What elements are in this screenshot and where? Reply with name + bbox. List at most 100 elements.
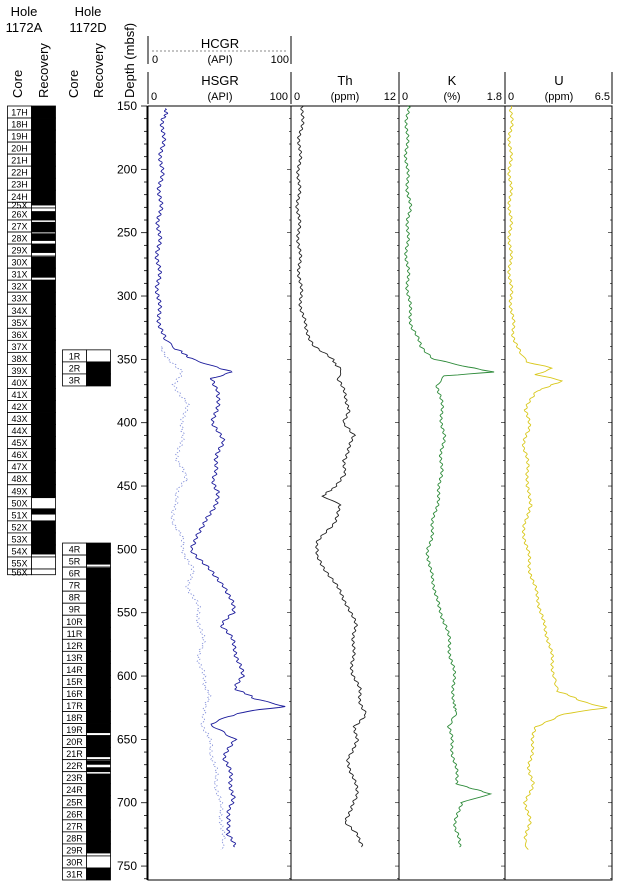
core-label: 33X <box>11 294 27 304</box>
hole-1172d-core-label: Core <box>66 70 81 98</box>
recovery-bar <box>86 373 111 386</box>
recovery-bar <box>31 211 56 221</box>
core-label: 46X <box>11 450 27 460</box>
core-label: 29X <box>11 246 27 256</box>
core-label: 22H <box>11 168 28 178</box>
recovery-box <box>31 496 56 510</box>
core-label: 28R <box>66 833 83 843</box>
hole-1172a-recovery-label: Recovery <box>36 43 51 98</box>
track-frame <box>398 105 506 881</box>
log-tracks <box>147 105 613 881</box>
recovery-bar <box>86 555 111 565</box>
depth-axis-label: Depth (mbsf) <box>122 23 137 98</box>
depth-tick-label: 200 <box>117 162 137 176</box>
core-label: 52X <box>11 522 27 532</box>
th-track-title: Th <box>337 73 352 88</box>
core-label: 29R <box>66 845 83 855</box>
recovery-bar <box>31 233 56 241</box>
core-label: 40X <box>11 378 27 388</box>
recovery-bar <box>31 544 56 555</box>
core-label: 23R <box>66 773 83 783</box>
track-frame <box>147 105 292 881</box>
core-label: 17R <box>66 701 83 711</box>
core-label: 44X <box>11 426 27 436</box>
recovery-box <box>86 855 111 869</box>
core-label: 41X <box>11 390 27 400</box>
th-min-label: 0 <box>294 91 300 103</box>
recovery-bar <box>86 819 111 832</box>
hcgr-unit-label: (API) <box>207 54 232 66</box>
core-label: 48X <box>11 474 27 484</box>
core-label: 3R <box>69 375 81 385</box>
depth-tick-label: 300 <box>117 289 137 303</box>
core-label: 55X <box>11 558 27 568</box>
recovery-bar <box>31 280 56 293</box>
core-label: 56X <box>11 567 27 577</box>
core-label: 30X <box>11 258 27 268</box>
recovery-bar <box>31 142 56 155</box>
recovery-box <box>31 568 56 576</box>
core-label: 38X <box>11 354 27 364</box>
recovery-bar <box>31 400 56 413</box>
k-min-label: 0 <box>402 91 408 103</box>
core-label: 32X <box>11 282 27 292</box>
recovery-bar <box>86 831 111 844</box>
core-label: 7R <box>69 581 81 591</box>
core-label: 31R <box>66 869 83 879</box>
recovery-bar <box>86 603 111 616</box>
core-label: 30R <box>66 857 83 867</box>
core-label: 21H <box>11 156 28 166</box>
core-label: 13R <box>66 653 83 663</box>
recovery-bar <box>31 448 56 461</box>
track-u <box>504 105 613 881</box>
recovery-bar <box>31 472 56 485</box>
depth-tick-label: 400 <box>117 416 137 430</box>
k-max-label: 1.8 <box>487 91 502 103</box>
core-label: 34X <box>11 306 27 316</box>
core-label: 10R <box>66 617 83 627</box>
recovery-bar <box>31 484 56 497</box>
core-label: 26R <box>66 809 83 819</box>
recovery-bar <box>86 543 111 556</box>
core-label: 19H <box>11 132 28 142</box>
recovery-bar <box>86 711 111 724</box>
depth-tick-label: 450 <box>117 479 137 493</box>
recovery-bar <box>86 747 111 758</box>
recovery-bar <box>31 244 56 253</box>
track-header-k: K 0 (%) 1.8 <box>398 72 502 104</box>
track-th <box>290 105 400 881</box>
recovery-bar <box>31 304 56 317</box>
core-label: 8R <box>69 593 81 603</box>
recovery-bar <box>86 361 111 374</box>
track-headers: HSGR 0 (API) 100 Th 0 (ppm) 12 K 0 (%) 1… <box>147 72 613 104</box>
core-label: 27R <box>66 821 83 831</box>
core-label: 39X <box>11 366 27 376</box>
core-label: 12R <box>66 641 83 651</box>
recovery-box <box>86 349 111 363</box>
th-max-label: 12 <box>384 91 396 103</box>
depth-tick-label: 700 <box>117 796 137 810</box>
series-th <box>295 105 367 848</box>
th-unit-label: (ppm) <box>331 91 360 103</box>
recovery-bar <box>86 723 111 734</box>
recovery-bar <box>31 328 56 341</box>
core-label: 24H <box>11 192 28 202</box>
core-label: 43X <box>11 414 27 424</box>
core-label: 49X <box>11 486 27 496</box>
hole-1172d-title-line1: Hole <box>75 4 102 19</box>
recovery-bar <box>31 190 56 203</box>
core-label: 18R <box>66 713 83 723</box>
recovery-bar <box>31 388 56 401</box>
core-label: 1R <box>69 351 81 361</box>
core-label: 25X <box>11 201 27 211</box>
recovery-bar <box>86 675 111 688</box>
hsgr-track-title: HSGR <box>201 73 239 88</box>
depth-tick-label: 750 <box>117 859 137 873</box>
recovery-bar <box>86 760 111 765</box>
hcgr-min-label: 0 <box>152 54 158 66</box>
recovery-bar <box>31 340 56 353</box>
core-label: 16R <box>66 689 83 699</box>
hcgr-title: HCGR <box>201 36 239 51</box>
